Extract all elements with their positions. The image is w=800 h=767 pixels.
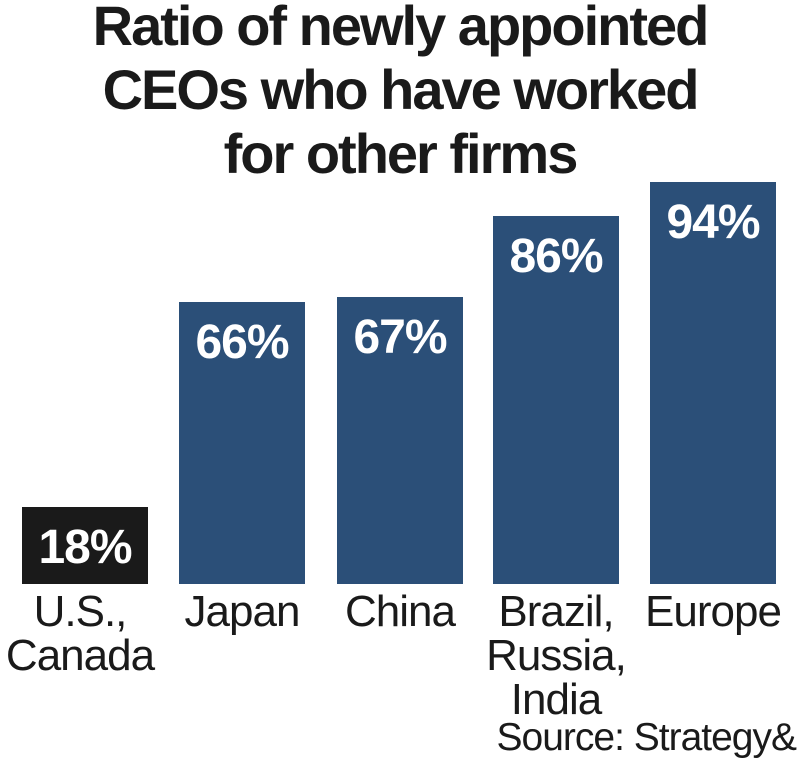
category-label-brazil-russia-india: Brazil, Russia, India	[486, 587, 627, 724]
bar-us-canada: 94%	[650, 182, 776, 584]
category-label-japan: Japan	[184, 587, 301, 636]
plot-area: 18% 66% 67% 86% 94%	[22, 182, 776, 584]
bar-value-label: 18%	[38, 521, 132, 574]
bar-value-label: 67%	[353, 311, 447, 364]
category-label-us-canada: U.S., Canada	[5, 587, 155, 680]
bar-japan: 18%	[22, 507, 148, 584]
source-credit: Source: Strategy&	[496, 716, 797, 759]
chart-title: Ratio of newly appointed CEOs who have w…	[92, 0, 710, 185]
bar-china: 66%	[179, 302, 305, 584]
bar-value-label: 66%	[195, 316, 289, 369]
category-label-china: China	[345, 587, 456, 636]
bar-brazil-russia-india: 67%	[337, 297, 463, 584]
bar-europe: 86%	[493, 216, 619, 584]
bar-value-label: 94%	[666, 196, 760, 249]
bar-value-label: 86%	[509, 230, 603, 283]
category-label-europe: Europe	[645, 587, 782, 636]
